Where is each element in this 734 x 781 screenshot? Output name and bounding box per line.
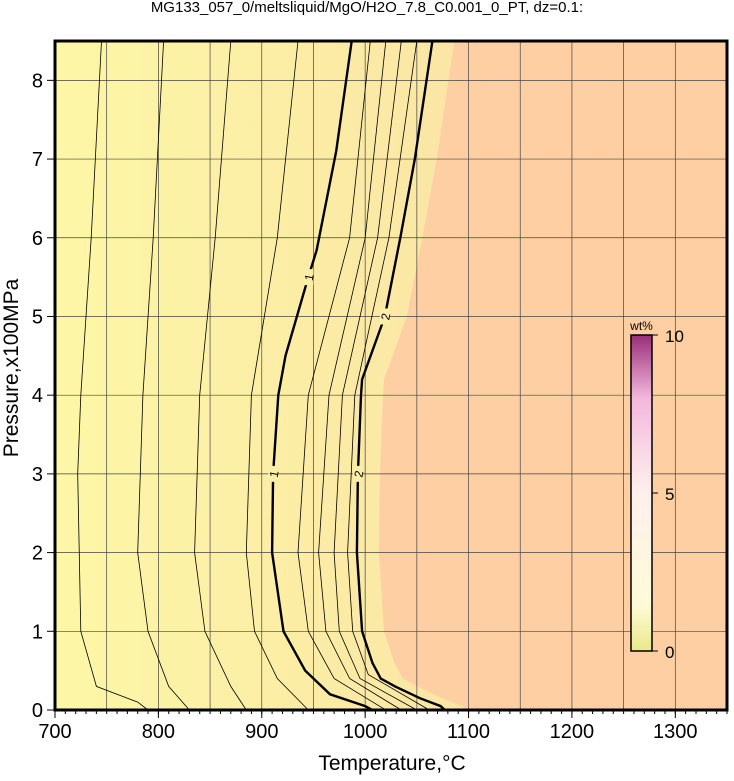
x-tick-label: 1300 (653, 721, 698, 743)
x-tick-label: 800 (142, 721, 175, 743)
contour-line (194, 40, 247, 711)
y-tick-label: 0 (32, 700, 43, 722)
contour-line (297, 40, 387, 711)
contour-label: 1 (267, 469, 282, 478)
x-tick-label: 1000 (343, 721, 388, 743)
contour-line (245, 40, 309, 711)
contour-line (347, 40, 430, 711)
x-tick-label: 1100 (447, 721, 490, 743)
contour-line (137, 40, 190, 711)
colorbar (630, 334, 653, 652)
contour-label-bg (352, 465, 363, 482)
y-tick-label: 2 (32, 543, 43, 565)
contour-bold (355, 40, 446, 711)
contour-label-bg (268, 465, 279, 482)
colorbar-tick-label: 10 (665, 327, 684, 346)
contour-label: 2 (351, 469, 366, 478)
y-tick-label: 4 (32, 385, 43, 407)
contour-line (318, 40, 402, 711)
x-axis-label: Temperature,°C (318, 752, 465, 775)
colorbar-label: wt% (629, 319, 653, 333)
y-tick-label: 6 (32, 228, 43, 250)
contour-label: 1 (302, 272, 317, 281)
colorbar-tick-label: 5 (665, 485, 674, 504)
colorbar-tick-label: 0 (665, 643, 674, 662)
y-tick-label: 3 (32, 464, 43, 486)
chart-title: MG133_057_0/meltsliquid/MgO/H2O_7.8_C0.0… (151, 0, 583, 16)
y-tick-label: 8 (32, 70, 43, 92)
x-tick-label: 900 (245, 721, 278, 743)
y-tick-label: 7 (32, 149, 43, 171)
y-tick-label: 1 (32, 621, 43, 643)
contour-label-bg (379, 308, 390, 325)
y-tick-label: 5 (32, 306, 43, 328)
x-tick-label: 700 (38, 721, 71, 743)
contour-line (77, 40, 149, 711)
contour-label: 2 (378, 312, 393, 321)
contour-line (333, 40, 417, 711)
contour-label-bg (303, 269, 314, 286)
plot-frame (53, 39, 729, 712)
x-tick-label: 1200 (550, 721, 595, 743)
y-axis-label: Pressure,x100MPa (0, 278, 23, 457)
